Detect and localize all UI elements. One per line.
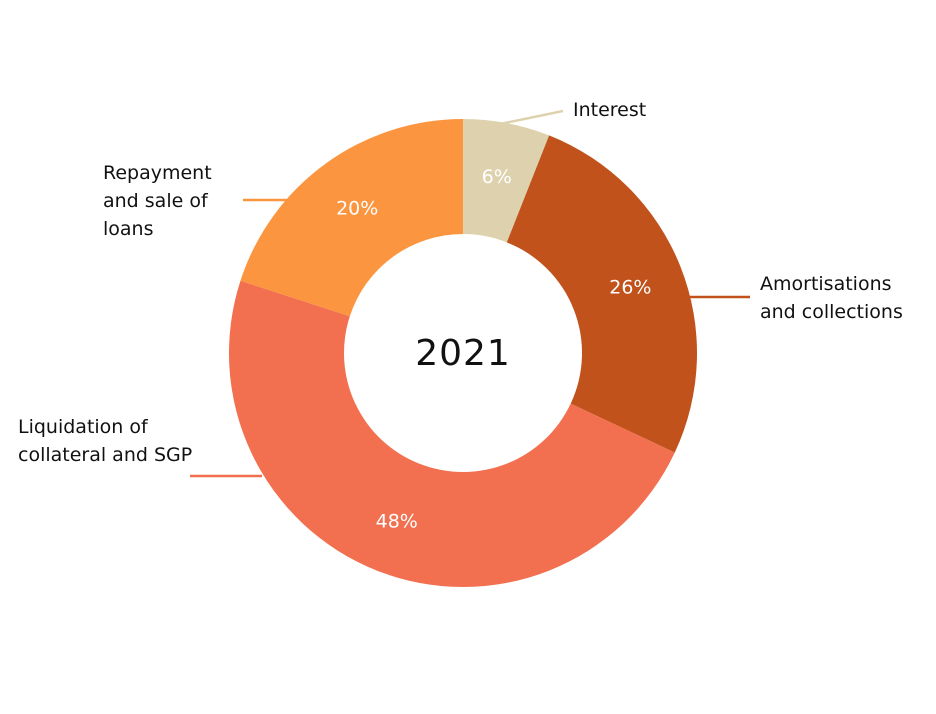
legend-label-3: Repayment and sale of loans: [103, 162, 212, 240]
legend-label-line: and collections: [760, 301, 903, 323]
legend-label-1: Amortisations and collections: [760, 273, 903, 323]
legend-label-line: loans: [103, 218, 154, 240]
slice-value-label-0: 6%: [482, 166, 512, 188]
donut-slices: [228, 119, 697, 588]
center-year-label: 2021: [415, 333, 511, 374]
slice-value-label-3: 20%: [336, 197, 378, 219]
slice-value-label-2: 48%: [376, 510, 418, 532]
legend-label-line: Interest: [573, 99, 646, 121]
legend-labels: Interest Amortisations and collections Liqu…: [18, 99, 903, 466]
leader-line-0: [499, 109, 564, 126]
slice-value-labels: 6% 26% 48% 20%: [336, 166, 651, 532]
legend-label-line: and sale of: [103, 190, 209, 212]
legend-label-line: Liquidation of: [18, 416, 149, 438]
donut-slice-2: [228, 280, 675, 588]
legend-leader-lines: [190, 109, 750, 478]
legend-label-0: Interest: [573, 99, 646, 121]
donut-slice-3: [240, 119, 463, 317]
donut-slice-1: [506, 135, 697, 453]
legend-label-line: collateral and SGP: [18, 444, 192, 466]
legend-label-2: Liquidation of collateral and SGP: [18, 416, 192, 466]
slice-value-label-1: 26%: [609, 277, 651, 299]
legend-label-line: Amortisations: [760, 273, 892, 295]
donut-slice-0: [463, 119, 550, 243]
legend-label-line: Repayment: [103, 162, 212, 184]
